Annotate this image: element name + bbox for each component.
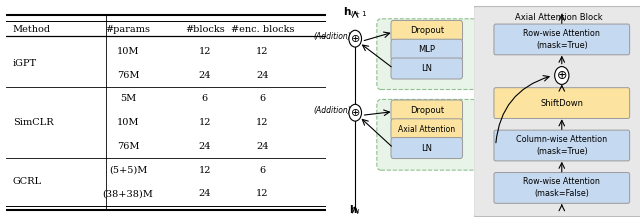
FancyBboxPatch shape [494,173,630,203]
Text: $\mathbf{h}_{l+1}$: $\mathbf{h}_{l+1}$ [343,6,367,19]
Text: $\mathbf{h}_{l}$: $\mathbf{h}_{l}$ [349,203,361,217]
Text: (mask=True): (mask=True) [536,147,588,156]
Text: Row-wise Attention: Row-wise Attention [524,177,600,187]
Text: LN: LN [421,64,432,73]
FancyBboxPatch shape [494,88,630,118]
Text: 10M: 10M [116,118,140,127]
Text: Dropout: Dropout [410,106,444,115]
Text: 12: 12 [256,47,269,56]
FancyBboxPatch shape [377,99,477,170]
FancyBboxPatch shape [391,119,463,140]
Text: ShiftDown: ShiftDown [540,99,583,108]
Text: Axial Attention Block: Axial Attention Block [515,13,602,22]
Text: 12: 12 [256,189,269,198]
Text: 5M: 5M [120,94,136,103]
FancyBboxPatch shape [391,58,463,79]
Text: Method: Method [13,25,51,34]
FancyBboxPatch shape [377,19,477,90]
Text: (Addition): (Addition) [314,32,351,41]
Text: 6: 6 [202,94,208,103]
Text: 12: 12 [198,118,211,127]
FancyBboxPatch shape [391,20,463,41]
Circle shape [555,67,569,84]
Text: 12: 12 [256,118,269,127]
Text: 76M: 76M [116,142,140,151]
Text: Axial Attention: Axial Attention [398,125,455,134]
Text: 24: 24 [256,71,269,80]
Text: SimCLR: SimCLR [13,118,53,127]
Text: (5+5)M: (5+5)M [109,166,147,175]
FancyBboxPatch shape [391,100,463,121]
Text: MLP: MLP [419,45,435,54]
Text: Column-wise Attention: Column-wise Attention [516,135,607,144]
Text: (38+38)M: (38+38)M [102,189,154,198]
Text: iGPT: iGPT [13,59,37,68]
FancyBboxPatch shape [474,7,640,217]
Text: #enc. blocks: #enc. blocks [230,25,294,34]
Text: LN: LN [421,144,432,152]
FancyBboxPatch shape [494,130,630,161]
Text: GCRL: GCRL [13,177,42,186]
Text: 12: 12 [198,166,211,175]
Text: 24: 24 [198,189,211,198]
Text: #params: #params [106,25,150,34]
Circle shape [349,104,362,121]
Text: (mask=False): (mask=False) [534,189,589,198]
Text: (mask=True): (mask=True) [536,41,588,50]
Text: 12: 12 [198,47,211,56]
Text: (Addition): (Addition) [314,106,351,115]
Text: Row-wise Attention: Row-wise Attention [524,29,600,38]
Circle shape [349,30,362,47]
Text: 24: 24 [198,71,211,80]
Text: $\oplus$: $\oplus$ [556,69,568,82]
Text: 6: 6 [259,166,266,175]
Text: Dropout: Dropout [410,27,444,35]
Text: 76M: 76M [116,71,140,80]
FancyBboxPatch shape [494,24,630,55]
Text: $\oplus$: $\oplus$ [350,107,360,118]
Text: 24: 24 [256,142,269,151]
Text: $\oplus$: $\oplus$ [350,33,360,44]
Text: #blocks: #blocks [185,25,225,34]
FancyBboxPatch shape [391,39,463,60]
Text: 24: 24 [198,142,211,151]
Text: 10M: 10M [116,47,140,56]
FancyBboxPatch shape [391,137,463,159]
Text: 6: 6 [259,94,266,103]
